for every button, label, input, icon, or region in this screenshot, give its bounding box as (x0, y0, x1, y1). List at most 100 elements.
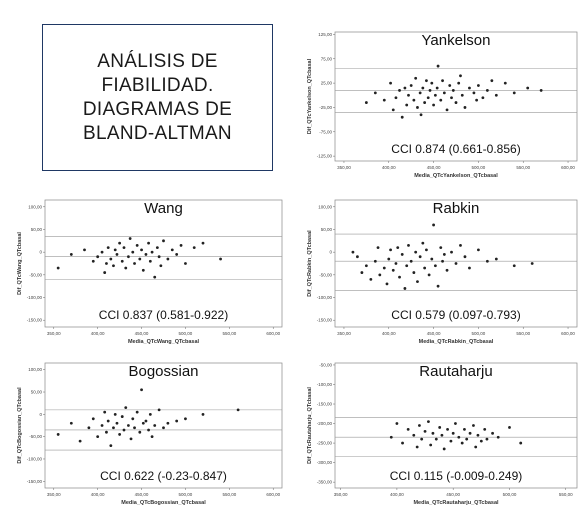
data-point (503, 81, 507, 85)
data-point (463, 106, 467, 109)
x-tick-label-2: 450,00 (135, 492, 149, 497)
data-point (441, 79, 444, 83)
cci-annotation: CCI 0.837 (0.581-0.922) (99, 308, 228, 322)
data-point (407, 243, 410, 247)
data-point (126, 424, 130, 427)
data-point (394, 96, 398, 100)
data-point (155, 246, 159, 250)
y-tick-label-5: -300,00 (317, 460, 333, 465)
data-point (476, 433, 480, 437)
data-point (430, 257, 434, 261)
data-point (430, 81, 434, 85)
data-point (423, 101, 427, 104)
data-point (115, 253, 119, 256)
y-tick-label-3: -50,00 (319, 272, 332, 277)
data-point (148, 412, 152, 416)
data-point (423, 266, 427, 270)
data-point (412, 98, 416, 102)
plot-frame (44, 199, 283, 328)
y-tick-label-1: 50,00 (31, 390, 43, 395)
data-point (148, 259, 152, 263)
data-point (118, 241, 122, 245)
data-point (109, 257, 113, 261)
data-point (441, 259, 444, 263)
data-point (474, 445, 478, 449)
data-point (133, 262, 136, 265)
x-tick-label-1: 400,00 (382, 331, 396, 336)
y-tick-label-4: -75,00 (319, 129, 332, 134)
data-point (56, 433, 60, 436)
data-point (157, 255, 161, 259)
data-point (406, 428, 410, 431)
x-axis-label: Media_QTcRautaharju_QTcbasal (413, 500, 499, 506)
data-point (468, 431, 472, 435)
data-point (405, 103, 409, 107)
data-point (131, 417, 135, 421)
data-point (236, 408, 240, 412)
data-point (539, 89, 543, 92)
x-tick-label-2: 450,00 (135, 331, 149, 336)
data-point (468, 86, 471, 90)
x-tick-label-2: 450,00 (427, 331, 441, 336)
x-tick-label-5: 600,00 (266, 331, 280, 336)
y-tick-label-1: 50,00 (31, 227, 43, 232)
data-point (118, 433, 122, 436)
data-point (512, 91, 516, 95)
x-tick-label-2: 450,00 (427, 165, 441, 170)
data-point (431, 431, 435, 435)
data-point (141, 421, 145, 425)
cci-annotation: CCI 0.874 (0.661-0.856) (391, 142, 520, 156)
data-point (479, 439, 483, 443)
chart-rabkin: 100,00 50,00 0 -50,00 -100,00 -150,00 350,00 40… (290, 190, 585, 353)
y-tick-label-4: -100,00 (27, 295, 43, 300)
data-point (421, 86, 425, 90)
chart-wang: 100,00 50,00 0 -50,00 -100,00 -150,00 350,00 40… (0, 190, 290, 353)
chart-bogossian-svg: 100,00 50,00 0 -50,00 -100,00 -150,00 350,00 40… (17, 362, 283, 506)
data-point (179, 243, 183, 247)
data-point (526, 86, 530, 90)
data-point (433, 93, 437, 97)
y-tick-label-1: -100,00 (317, 382, 333, 387)
data-point (477, 248, 480, 252)
data-point (416, 280, 419, 284)
title-line-2: FIABILIDAD. (101, 74, 214, 96)
data-point (448, 84, 452, 87)
data-point (360, 271, 364, 274)
data-point (109, 444, 113, 447)
data-point (490, 79, 494, 83)
chart-wang-svg: 100,00 50,00 0 -50,00 -100,00 -150,00 350,00 40… (17, 199, 283, 345)
data-point (175, 419, 179, 423)
data-point (364, 101, 368, 104)
data-point (468, 266, 471, 270)
data-point (192, 246, 196, 250)
data-point (426, 96, 430, 100)
data-point (398, 89, 401, 92)
data-point (454, 101, 458, 104)
y-tick-label-0: 100,00 (28, 204, 42, 209)
data-point (396, 246, 400, 250)
y-tick-label-1: 75,00 (321, 56, 333, 61)
data-point (400, 253, 404, 256)
y-tick-label-0: 100,00 (318, 204, 332, 209)
data-point (485, 89, 489, 92)
data-point (147, 428, 150, 432)
data-point (356, 255, 359, 259)
x-tick-label-5: 600,00 (561, 165, 575, 170)
title-line-3: DIAGRAMAS DE (82, 98, 233, 120)
chart-title: Bogossian (128, 363, 198, 380)
data-point (78, 439, 82, 443)
data-point (103, 410, 107, 414)
data-point (409, 259, 413, 263)
chart-title: Wang (144, 200, 183, 217)
x-tick-label-4: 550,00 (222, 331, 236, 336)
plot-frame (334, 362, 578, 489)
x-axis-label: Media_QTcBogossian_QTcbasal (121, 500, 206, 506)
data-point (403, 86, 407, 90)
data-point (133, 426, 136, 430)
data-point (147, 241, 150, 245)
x-tick-label-3: 500,00 (503, 492, 517, 497)
y-axis-label: Dif_QTcBogossian_QTcbasal (17, 387, 23, 464)
x-tick-label-4: 550,00 (516, 331, 530, 336)
cci-annotation: CCI 0.579 (0.097-0.793) (391, 308, 520, 322)
data-point (496, 435, 500, 439)
